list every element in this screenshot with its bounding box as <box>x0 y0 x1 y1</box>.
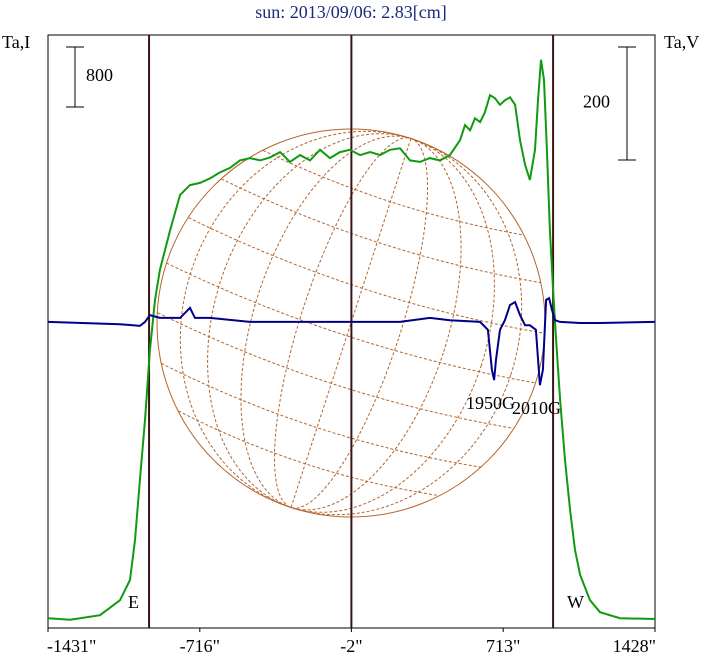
meridian <box>240 135 462 511</box>
annotation: 1950G <box>466 393 515 413</box>
y2-axis-label: Ta,V <box>664 32 699 52</box>
series-line <box>47 296 656 386</box>
x-tick-label: -1431" <box>47 636 96 656</box>
x-tick-label: -716" <box>180 636 220 656</box>
x-tick-label: -2" <box>340 636 362 656</box>
scale-label: 800 <box>86 65 113 85</box>
solar-disk <box>156 128 546 518</box>
chart-title: sun: 2013/09/06: 2.83[cm] <box>255 2 447 22</box>
x-tick-label: 1428" <box>613 636 656 656</box>
disk-grid <box>157 130 545 516</box>
parallel <box>157 312 514 429</box>
parallel <box>262 149 524 236</box>
parallel <box>220 178 541 284</box>
parallel <box>188 217 545 334</box>
annotation: E <box>128 592 139 612</box>
meridian <box>179 130 523 516</box>
y-axis-label: Ta,I <box>2 32 30 52</box>
annotation: 2010G <box>512 398 561 418</box>
parallel <box>161 362 481 468</box>
parallel <box>166 262 536 384</box>
scale-label: 200 <box>583 92 610 112</box>
annotation: W <box>567 592 584 612</box>
parallel <box>178 410 440 497</box>
series-line <box>47 59 656 621</box>
x-tick-label: 713" <box>486 636 520 656</box>
